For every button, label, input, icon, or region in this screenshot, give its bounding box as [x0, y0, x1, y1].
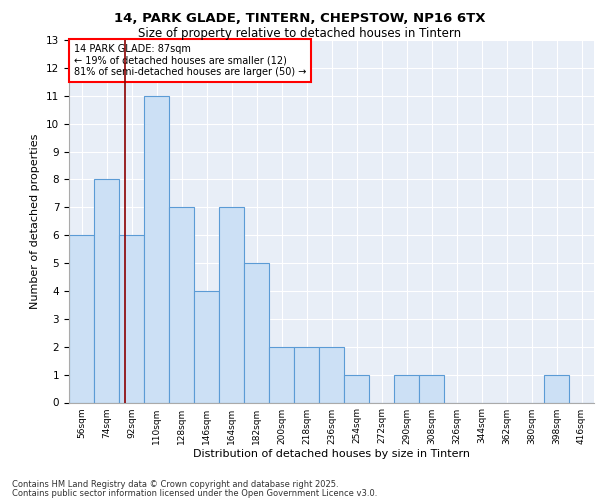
Bar	[294, 346, 319, 403]
Text: 14, PARK GLADE, TINTERN, CHEPSTOW, NP16 6TX: 14, PARK GLADE, TINTERN, CHEPSTOW, NP16 …	[114, 12, 486, 26]
Bar	[244, 263, 269, 402]
Y-axis label: Number of detached properties: Number of detached properties	[31, 134, 40, 309]
Text: Contains HM Land Registry data © Crown copyright and database right 2025.: Contains HM Land Registry data © Crown c…	[12, 480, 338, 489]
Bar	[319, 346, 344, 403]
Bar	[119, 235, 144, 402]
Text: Size of property relative to detached houses in Tintern: Size of property relative to detached ho…	[139, 28, 461, 40]
Text: 14 PARK GLADE: 87sqm
← 19% of detached houses are smaller (12)
81% of semi-detac: 14 PARK GLADE: 87sqm ← 19% of detached h…	[74, 44, 307, 77]
Bar	[344, 374, 369, 402]
Bar	[394, 374, 419, 402]
Bar	[419, 374, 444, 402]
Bar	[194, 291, 219, 403]
Bar	[219, 208, 244, 402]
X-axis label: Distribution of detached houses by size in Tintern: Distribution of detached houses by size …	[193, 450, 470, 460]
Bar	[169, 208, 194, 402]
Bar	[144, 96, 169, 402]
Bar	[94, 180, 119, 402]
Bar	[269, 346, 294, 403]
Bar	[69, 235, 94, 402]
Bar	[544, 374, 569, 402]
Text: Contains public sector information licensed under the Open Government Licence v3: Contains public sector information licen…	[12, 489, 377, 498]
